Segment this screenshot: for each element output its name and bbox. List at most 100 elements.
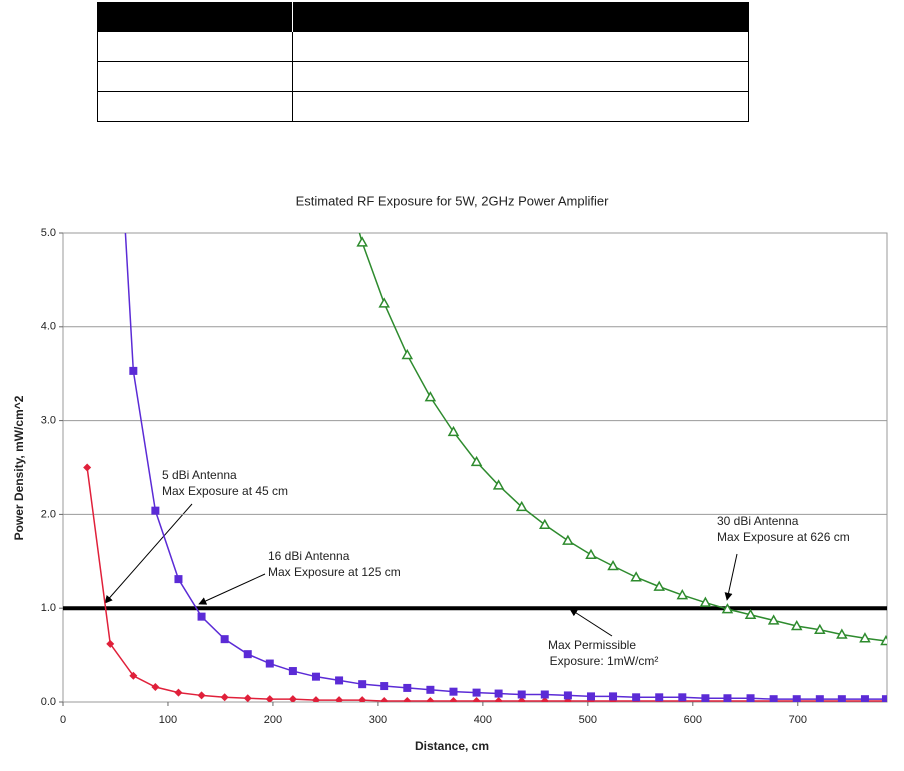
point xyxy=(449,697,458,702)
point xyxy=(609,692,618,701)
point xyxy=(243,650,252,659)
point xyxy=(197,612,206,621)
point xyxy=(721,603,734,614)
point xyxy=(174,575,183,584)
arrow xyxy=(569,608,613,637)
point xyxy=(655,693,664,702)
empty-table xyxy=(97,2,749,122)
point xyxy=(403,697,412,702)
point xyxy=(837,695,846,702)
point xyxy=(197,691,206,700)
point xyxy=(859,632,871,643)
point xyxy=(653,580,666,591)
y-tick-label: 0.0 xyxy=(41,696,56,708)
annotation: Max Permissible xyxy=(548,638,636,652)
y-tick-label: 5.0 xyxy=(41,227,56,239)
point xyxy=(517,697,526,702)
point xyxy=(220,693,229,702)
y-tick-label: 4.0 xyxy=(41,321,56,333)
point xyxy=(767,614,780,625)
x-axis-label: Distance, cm xyxy=(415,739,489,753)
point xyxy=(881,695,887,702)
plot-content xyxy=(63,158,887,702)
point xyxy=(539,518,551,529)
annotation: 30 dBi Antenna xyxy=(717,514,799,528)
arrows xyxy=(104,503,738,637)
point xyxy=(401,348,414,360)
point xyxy=(174,688,183,697)
table-header xyxy=(97,2,748,32)
point xyxy=(517,690,526,699)
point xyxy=(701,694,710,702)
annotation: Exposure: 1mW/cm² xyxy=(550,654,659,668)
point xyxy=(356,236,368,247)
point xyxy=(540,697,549,702)
annotation: 16 dBi Antenna xyxy=(268,549,350,563)
y-axis-label: Power Density, mW/cm^2 xyxy=(12,395,26,540)
point xyxy=(243,694,252,702)
point xyxy=(424,391,437,402)
x-tick-label: 100 xyxy=(159,714,177,726)
point xyxy=(562,534,574,545)
annotation: Max Exposure at 125 cm xyxy=(268,565,401,579)
point xyxy=(380,697,389,702)
point xyxy=(380,682,389,691)
point xyxy=(426,697,435,702)
point xyxy=(492,479,505,490)
point xyxy=(311,672,320,681)
point xyxy=(403,683,412,692)
point xyxy=(723,694,732,702)
y-tick-label: 3.0 xyxy=(41,415,56,427)
point xyxy=(426,685,435,694)
point xyxy=(540,690,549,699)
x-tick-label: 400 xyxy=(474,714,492,726)
point xyxy=(288,695,297,702)
x-tick-label: 0 xyxy=(60,714,66,726)
point xyxy=(129,671,138,680)
y-tick-label: 2.0 xyxy=(41,508,56,520)
point xyxy=(265,659,274,668)
point xyxy=(678,693,687,702)
point xyxy=(585,548,597,559)
arrow xyxy=(724,553,738,601)
point xyxy=(814,623,826,635)
arrow xyxy=(198,573,266,605)
x-tick-label: 700 xyxy=(789,714,807,726)
point xyxy=(676,589,689,600)
annotation: 5 dBi Antenna xyxy=(162,468,237,482)
point xyxy=(358,696,367,702)
point xyxy=(358,680,367,689)
point xyxy=(630,571,642,582)
point xyxy=(83,463,92,472)
y-tick-label: 1.0 xyxy=(41,602,56,614)
point xyxy=(586,692,595,701)
point xyxy=(515,500,528,512)
x-tick-label: 600 xyxy=(684,714,702,726)
point xyxy=(607,559,619,571)
point xyxy=(494,689,503,698)
point xyxy=(860,695,869,702)
point xyxy=(746,694,755,702)
chart-title: Estimated RF Exposure for 5W, 2GHz Power… xyxy=(296,193,609,208)
point xyxy=(151,506,160,515)
point xyxy=(151,682,160,691)
point xyxy=(470,455,483,467)
annotation: Max Exposure at 45 cm xyxy=(162,484,288,498)
point xyxy=(472,697,481,702)
point xyxy=(472,688,481,697)
x-tick-label: 200 xyxy=(264,714,282,726)
point xyxy=(449,687,458,696)
point xyxy=(335,158,344,166)
point xyxy=(792,695,801,702)
point xyxy=(378,297,390,308)
point xyxy=(563,691,572,700)
point xyxy=(563,697,572,702)
point xyxy=(288,667,297,676)
point xyxy=(699,596,712,607)
point xyxy=(815,695,824,702)
point xyxy=(494,697,503,702)
point xyxy=(744,608,757,620)
arrow xyxy=(104,503,193,604)
point xyxy=(265,695,274,702)
plot-area xyxy=(62,232,888,703)
